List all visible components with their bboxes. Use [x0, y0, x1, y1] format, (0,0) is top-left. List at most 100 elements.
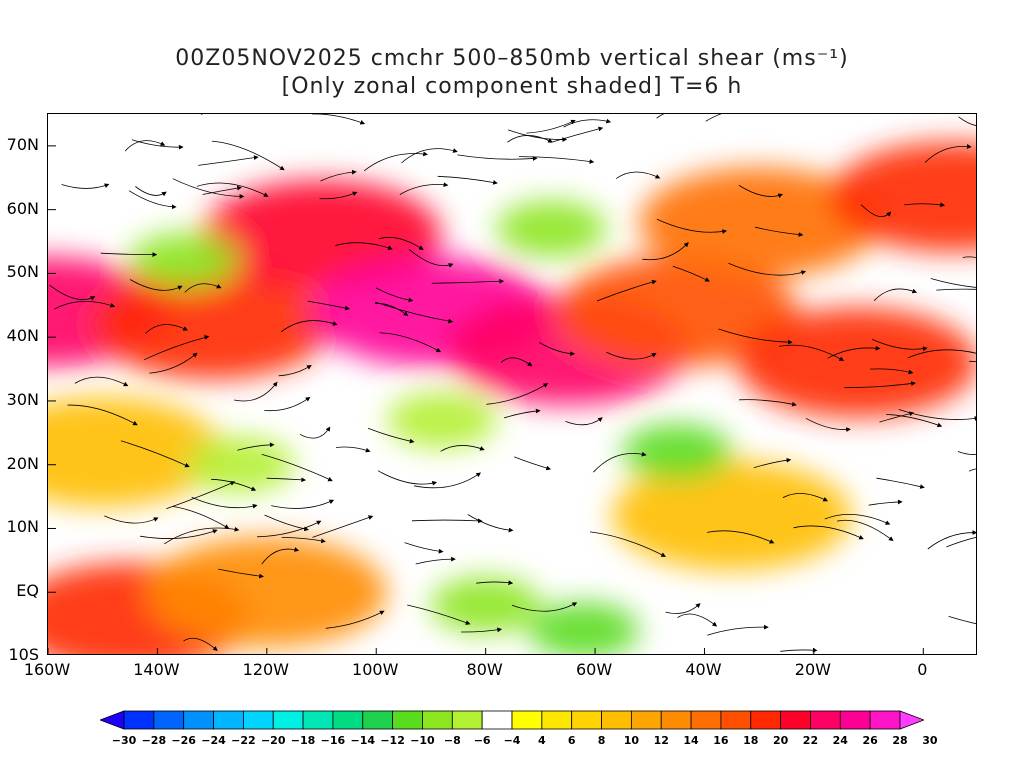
- colorbar-label: 10: [623, 734, 640, 747]
- streamline: [67, 404, 138, 426]
- streamline: [131, 139, 184, 150]
- streamline: [780, 647, 818, 653]
- y-tick-label: 10N: [6, 517, 39, 537]
- streamline: [320, 169, 357, 182]
- colorbar-swatch: [511, 710, 543, 730]
- streamline: [278, 365, 312, 377]
- colorbar-swatch: [839, 710, 871, 730]
- shear-region-12: [48, 396, 223, 507]
- streamline: [615, 171, 661, 179]
- colorbar-label: 4: [538, 734, 546, 747]
- streamline: [656, 114, 665, 119]
- colorbar-swatch: [660, 710, 692, 730]
- colorbar-swatch: [362, 710, 394, 730]
- streamline: [196, 182, 269, 197]
- streamline: [844, 381, 916, 389]
- y-tick-label: 30N: [6, 389, 39, 409]
- streamline: [606, 351, 657, 360]
- chart-title-line1: 00Z05NOV2025 cmchr 500–850mb vertical sh…: [175, 46, 849, 71]
- streamline: [404, 542, 444, 554]
- y-tick-label: 20N: [6, 453, 39, 473]
- streamline: [739, 399, 797, 407]
- streamline: [779, 344, 845, 361]
- streamline: [120, 440, 190, 468]
- streamline: [898, 409, 976, 421]
- streamline: [198, 155, 259, 166]
- colorbar-label: −30: [111, 734, 137, 747]
- x-tick-label: 60W: [575, 660, 613, 679]
- colorbar-swatch: [541, 710, 573, 730]
- streamline: [550, 126, 604, 143]
- streamline: [415, 556, 456, 565]
- streamline: [237, 442, 275, 451]
- streamline: [325, 610, 385, 629]
- streamline: [312, 114, 366, 125]
- streamline: [957, 451, 976, 455]
- streamline: [728, 262, 807, 276]
- streamline: [140, 529, 218, 539]
- streamline: [184, 283, 222, 293]
- streamline: [74, 376, 129, 387]
- colorbar-swatch: [481, 710, 513, 730]
- colorbar-extend-low: [100, 710, 125, 730]
- streamline: [948, 616, 976, 625]
- streamline: [706, 530, 775, 544]
- streamline: [399, 182, 449, 195]
- colorbar-label: 30: [922, 734, 938, 747]
- x-tick-label: 80W: [466, 660, 503, 679]
- colorbar-label: 8: [597, 734, 606, 747]
- colorbar-label: −14: [350, 734, 376, 747]
- streamline: [805, 417, 851, 433]
- streamline: [827, 345, 881, 359]
- colorbar-label: −10: [410, 734, 435, 747]
- colorbar-swatch: [810, 710, 841, 730]
- streamline: [128, 190, 177, 210]
- streamline: [868, 499, 903, 506]
- shear-region-7: [737, 307, 976, 418]
- streamline: [257, 520, 322, 538]
- streamline: [299, 426, 331, 439]
- shear-region-6: [639, 167, 880, 278]
- x-tick-label: 120W: [242, 660, 289, 679]
- colorbar-label: −6: [473, 734, 491, 747]
- y-tick-label: EQ: [16, 581, 39, 601]
- colorbar-label: 28: [892, 734, 908, 747]
- streamline: [500, 357, 533, 367]
- colorbar-extend-high: [899, 710, 924, 730]
- streamline: [476, 580, 514, 586]
- colorbar-label: −18: [290, 734, 316, 747]
- streamline: [135, 186, 167, 197]
- y-tick-label: 70N: [6, 134, 39, 154]
- streamline: [593, 451, 647, 473]
- streamline: [129, 279, 183, 291]
- streamline: [565, 417, 603, 426]
- colorbar-swatch: [272, 710, 304, 730]
- streamline: [375, 287, 414, 303]
- streamline: [968, 468, 976, 472]
- colorbar-label: −4: [503, 734, 521, 747]
- streamline: [413, 472, 482, 489]
- colorbar-label: −8: [443, 734, 461, 747]
- streamline: [307, 300, 350, 311]
- y-tick-label: 10S: [8, 645, 39, 664]
- shear-region-15: [622, 423, 733, 480]
- streamline: [930, 278, 976, 288]
- streamline: [261, 454, 333, 482]
- streamline: [145, 324, 188, 334]
- streamline: [104, 515, 159, 524]
- shaded-shear-field: [48, 141, 976, 654]
- streamline: [793, 525, 864, 540]
- colorbar-label: −24: [201, 734, 226, 747]
- shear-region-13: [430, 576, 541, 633]
- shear-region-14: [529, 602, 640, 654]
- streamline: [518, 156, 595, 164]
- streamline: [49, 284, 96, 301]
- streamline: [738, 185, 784, 198]
- colorbar-swatch: [690, 710, 722, 730]
- streamline: [266, 477, 307, 483]
- streamline: [642, 242, 689, 261]
- streamline: [656, 218, 728, 234]
- streamline: [335, 242, 393, 250]
- colorbar-swatch: [123, 710, 155, 730]
- x-tick-label: 40W: [685, 660, 722, 679]
